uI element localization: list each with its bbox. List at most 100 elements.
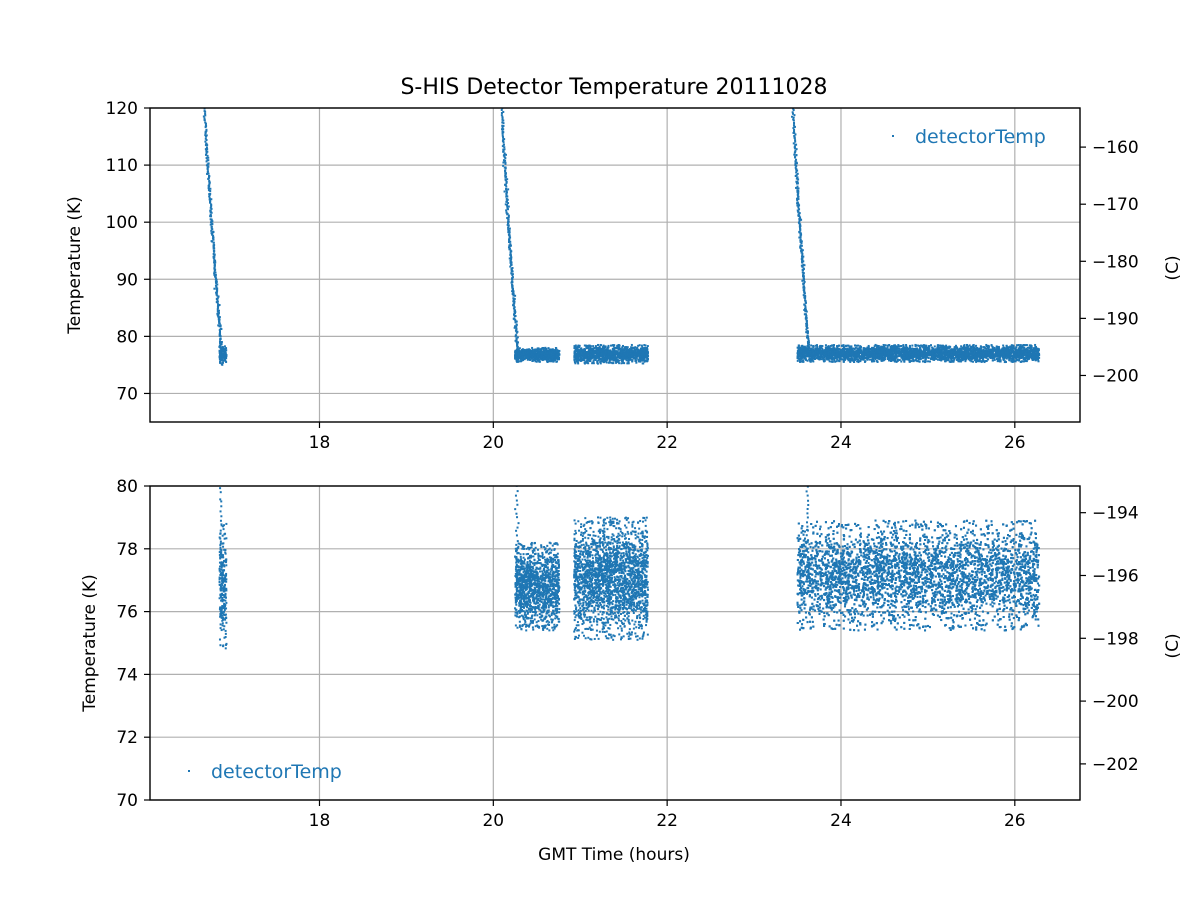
top-data-point (502, 159, 505, 162)
top-data-point (582, 349, 585, 352)
top-data-point (530, 357, 533, 360)
top-data-point (634, 357, 637, 360)
top-data-point (206, 148, 209, 151)
top-data-point (210, 204, 213, 207)
top-data-point (622, 350, 625, 353)
top-data-point (993, 358, 996, 361)
top-data-point (639, 360, 642, 363)
top-data-point (896, 355, 899, 358)
top-data-point (589, 347, 592, 350)
top-data-point (574, 353, 577, 356)
top-data-point (868, 356, 871, 359)
top-data-point (638, 344, 641, 347)
top-data-point (506, 213, 509, 216)
top-data-point (551, 350, 554, 353)
top-data-point (990, 344, 993, 347)
top-data-point (212, 234, 215, 237)
top-data-point (643, 344, 646, 347)
top-data-point (508, 239, 511, 242)
top-data-point (616, 360, 619, 363)
top-data-point (981, 360, 984, 363)
top-data-point (792, 142, 795, 145)
top-data-point (577, 359, 580, 362)
top-data-point (642, 347, 645, 350)
top-data-point (599, 358, 602, 361)
top-data-point (626, 349, 629, 352)
top-data-point (922, 348, 925, 351)
top-data-point (591, 347, 594, 350)
top-data-point (632, 350, 635, 353)
top-data-point (985, 356, 988, 359)
top-data-point (609, 358, 612, 361)
top-data-point (608, 355, 611, 358)
top-data-point (808, 343, 811, 346)
top-data-point (918, 344, 921, 347)
top-data-point (945, 345, 948, 348)
top-data-point (521, 357, 524, 360)
top-data-point (221, 358, 224, 361)
top-data-point (803, 280, 806, 283)
top-data-point (1013, 360, 1016, 363)
top-data-point (212, 257, 215, 260)
top-data-point (576, 356, 579, 359)
top-data-point (548, 357, 551, 360)
top-data-point (999, 360, 1002, 363)
top-data-point (508, 241, 511, 244)
top-data-point (886, 346, 889, 349)
top-data-point (822, 357, 825, 360)
top-data-point (502, 161, 505, 164)
top-data-point (874, 343, 877, 346)
top-data-point (542, 346, 545, 349)
top-data-point (593, 347, 596, 350)
top-data-point (507, 231, 510, 234)
top-data-point (803, 296, 806, 299)
top-data-point (208, 182, 211, 185)
top-data-point (574, 362, 577, 365)
top-data-point (206, 159, 209, 162)
top-data-point (632, 356, 635, 359)
top-data-point (849, 359, 852, 362)
top-data-point (216, 290, 219, 293)
top-data-point (632, 353, 635, 356)
top-data-point (221, 346, 224, 349)
top-data-point (215, 293, 218, 296)
top-data-point (538, 348, 541, 351)
top-data-point (966, 343, 969, 346)
top-data-point (1014, 360, 1017, 363)
top-data-point (218, 349, 221, 352)
top-data-point (521, 355, 524, 358)
top-data-point (582, 357, 585, 360)
top-data-point (586, 359, 589, 362)
top-data-point (513, 315, 516, 318)
top-data-point (618, 344, 621, 347)
top-data-point (577, 357, 580, 360)
top-data-point (522, 351, 525, 354)
top-data-point (796, 180, 799, 183)
top-data-point (607, 350, 610, 353)
top-data-point (645, 359, 648, 362)
top-data-point (599, 343, 602, 346)
top-data-point (605, 358, 608, 361)
top-data-point (583, 351, 586, 354)
top-data-point (505, 200, 508, 203)
top-data-point (517, 356, 520, 359)
top-data-point (951, 356, 954, 359)
top-data-point (587, 362, 590, 365)
top-data-point (510, 263, 513, 266)
top-data-point (791, 115, 794, 118)
top-data-point (816, 344, 819, 347)
top-data-point (799, 234, 802, 237)
top-data-point (216, 289, 219, 292)
top-data-point (512, 290, 515, 293)
top-data-point (531, 349, 534, 352)
top-data-point (607, 356, 610, 359)
top-data-point (542, 355, 545, 358)
top-data-point (613, 352, 616, 355)
top-data-point (204, 137, 207, 140)
top-data-point (1011, 348, 1014, 351)
top-data-point (217, 318, 220, 321)
top-data-point (617, 360, 620, 363)
top-data-point (534, 352, 537, 355)
top-data-point (515, 331, 518, 334)
top-data-point (924, 359, 927, 362)
